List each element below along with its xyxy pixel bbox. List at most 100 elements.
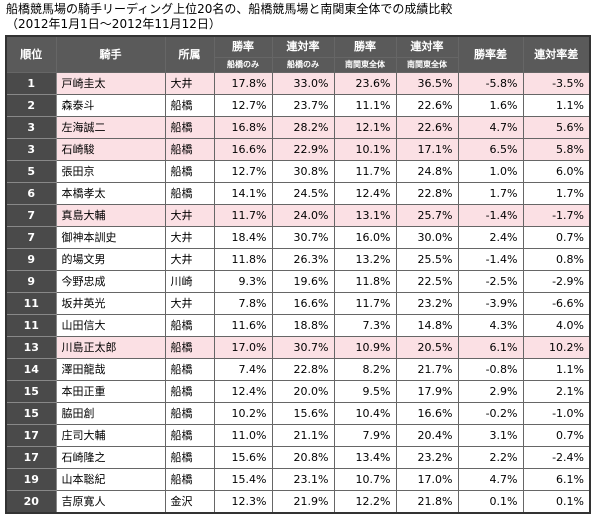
funabashi-win-rate-cell: 11.0% [213, 424, 273, 447]
table-row: 11 坂井英光 大井 7.8% 16.6% 11.7% 23.2% -3.9% -6.6% [5, 292, 591, 315]
funabashi-win-rate-cell: 16.8% [213, 116, 273, 139]
table-row: 17 庄司大輔 船橋 11.0% 21.1% 7.9% 20.4% 3.1% 0.7% [5, 424, 591, 447]
funabashi-win-rate-cell: 7.4% [213, 358, 273, 381]
funabashi-place-rate-cell: 16.6% [271, 292, 335, 315]
all-win-rate-cell: 10.9% [333, 336, 397, 359]
funabashi-win-rate-cell: 18.4% [213, 226, 273, 249]
funabashi-win-rate-cell: 7.8% [213, 292, 273, 315]
all-win-rate-cell: 7.3% [333, 314, 397, 337]
place-rate-diff-cell: 2.1% [522, 380, 591, 403]
jockey-name-cell: 脇田創 [55, 402, 166, 425]
rank-cell: 2 [5, 94, 57, 117]
affiliation-cell: 金沢 [164, 490, 215, 514]
funabashi-place-rate-cell: 21.9% [271, 490, 335, 514]
table-body: 1 戸崎圭太 大井 17.8% 33.0% 23.6% 36.5% -5.8% -3.5% 2 森泰… [5, 72, 591, 514]
jockey-name-cell: 御神本訓史 [55, 226, 166, 249]
rank-cell: 7 [5, 204, 57, 227]
funabashi-place-rate-cell: 23.7% [271, 94, 335, 117]
affiliation-cell: 船橋 [164, 380, 215, 403]
jockey-name-cell: 左海誠二 [55, 116, 166, 139]
win-rate-diff-cell: 6.5% [457, 138, 524, 161]
rank-cell: 6 [5, 182, 57, 205]
win-rate-diff-cell: 3.1% [457, 424, 524, 447]
all-place-rate-cell: 23.2% [395, 292, 459, 315]
rank-cell: 14 [5, 358, 57, 381]
funabashi-win-rate-cell: 14.1% [213, 182, 273, 205]
table-row: 20 吉原寛人 金沢 12.3% 21.9% 12.2% 21.8% 0.1% 0.1% [5, 490, 591, 514]
all-win-rate-cell: 7.9% [333, 424, 397, 447]
affiliation-cell: 大井 [164, 248, 215, 271]
all-win-rate-cell: 10.1% [333, 138, 397, 161]
jockey-name-cell: 石崎駿 [55, 138, 166, 161]
win-rate-diff-cell: 1.0% [457, 160, 524, 183]
all-place-rate-cell: 20.4% [395, 424, 459, 447]
affiliation-cell: 大井 [164, 72, 215, 95]
win-rate-diff-cell: 2.4% [457, 226, 524, 249]
all-win-rate-cell: 12.2% [333, 490, 397, 514]
win-rate-diff-cell: -0.2% [457, 402, 524, 425]
win-rate-diff-cell: -1.4% [457, 204, 524, 227]
affiliation-cell: 川崎 [164, 270, 215, 293]
win-rate-diff-cell: -3.9% [457, 292, 524, 315]
rank-cell: 3 [5, 116, 57, 139]
all-place-rate-cell: 17.9% [395, 380, 459, 403]
place-rate-diff-cell: 1.7% [522, 182, 591, 205]
all-place-rate-cell: 22.8% [395, 182, 459, 205]
funabashi-place-rate-cell: 19.6% [271, 270, 335, 293]
funabashi-place-rate-cell: 24.5% [271, 182, 335, 205]
subheader-minami-kanto-all: 南関東全体 [333, 57, 397, 73]
subheader-minami-kanto-all: 南関東全体 [395, 57, 459, 73]
win-rate-diff-cell: 4.7% [457, 116, 524, 139]
funabashi-win-rate-cell: 17.0% [213, 336, 273, 359]
jockey-name-cell: 澤田龍哉 [55, 358, 166, 381]
funabashi-win-rate-cell: 15.4% [213, 468, 273, 491]
place-rate-diff-cell: 6.0% [522, 160, 591, 183]
table-row: 3 石崎駿 船橋 16.6% 22.9% 10.1% 17.1% 6.5% 5.8% [5, 138, 591, 161]
all-place-rate-cell: 22.6% [395, 94, 459, 117]
place-rate-diff-cell: -1.7% [522, 204, 591, 227]
table-caption: 船橋競馬場の騎手リーディング上位20名の、船橋競馬場と南関東全体での成績比較 （… [6, 2, 596, 32]
funabashi-place-rate-cell: 15.6% [271, 402, 335, 425]
affiliation-cell: 船橋 [164, 182, 215, 205]
funabashi-win-rate-cell: 15.6% [213, 446, 273, 469]
all-place-rate-cell: 30.0% [395, 226, 459, 249]
win-rate-diff-cell: -1.4% [457, 248, 524, 271]
all-win-rate-cell: 13.4% [333, 446, 397, 469]
table-row: 5 張田京 船橋 12.7% 30.8% 11.7% 24.8% 1.0% 6.0% [5, 160, 591, 183]
place-rate-diff-cell: 1.1% [522, 358, 591, 381]
place-rate-diff-cell: 5.8% [522, 138, 591, 161]
table-row: 15 本田正重 船橋 12.4% 20.0% 9.5% 17.9% 2.9% 2.1% [5, 380, 591, 403]
funabashi-win-rate-cell: 10.2% [213, 402, 273, 425]
all-place-rate-cell: 17.1% [395, 138, 459, 161]
header-funabashi-place-rate: 連対率 [271, 35, 335, 58]
place-rate-diff-cell: 0.1% [522, 490, 591, 514]
affiliation-cell: 船橋 [164, 424, 215, 447]
header-all-place-rate: 連対率 [395, 35, 459, 58]
header-affiliation: 所属 [164, 35, 215, 73]
all-place-rate-cell: 25.7% [395, 204, 459, 227]
win-rate-diff-cell: -0.8% [457, 358, 524, 381]
funabashi-place-rate-cell: 20.0% [271, 380, 335, 403]
affiliation-cell: 大井 [164, 226, 215, 249]
all-win-rate-cell: 12.1% [333, 116, 397, 139]
jockey-name-cell: 山本聡紀 [55, 468, 166, 491]
win-rate-diff-cell: 2.9% [457, 380, 524, 403]
funabashi-place-rate-cell: 28.2% [271, 116, 335, 139]
all-place-rate-cell: 24.8% [395, 160, 459, 183]
affiliation-cell: 船橋 [164, 358, 215, 381]
table-header: 順位 騎手 所属 勝率 連対率 勝率 連対率 勝率差 連対率差 船橋のみ 船橋の… [5, 35, 591, 73]
funabashi-place-rate-cell: 33.0% [271, 72, 335, 95]
rank-cell: 1 [5, 72, 57, 95]
all-win-rate-cell: 8.2% [333, 358, 397, 381]
funabashi-place-rate-cell: 18.8% [271, 314, 335, 337]
jockey-name-cell: 戸崎圭太 [55, 72, 166, 95]
all-place-rate-cell: 21.8% [395, 490, 459, 514]
table-row: 6 本橋孝太 船橋 14.1% 24.5% 12.4% 22.8% 1.7% 1.7% [5, 182, 591, 205]
place-rate-diff-cell: 10.2% [522, 336, 591, 359]
rank-cell: 15 [5, 402, 57, 425]
subheader-funabashi-only: 船橋のみ [271, 57, 335, 73]
funabashi-win-rate-cell: 12.4% [213, 380, 273, 403]
place-rate-diff-cell: 6.1% [522, 468, 591, 491]
all-place-rate-cell: 21.7% [395, 358, 459, 381]
jockey-name-cell: 張田京 [55, 160, 166, 183]
